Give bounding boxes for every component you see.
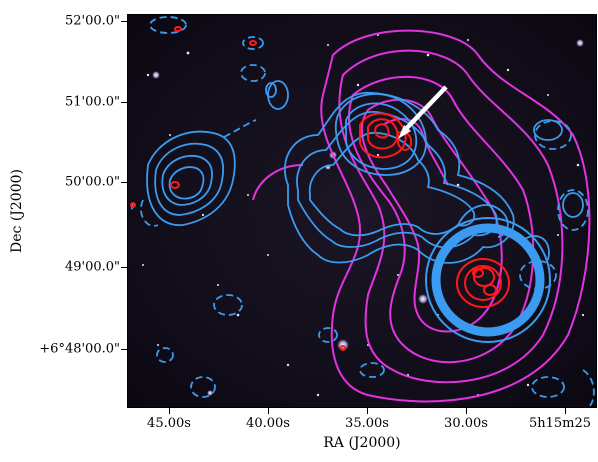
ytick-label: 49'00.0" xyxy=(64,259,120,275)
ytick-mark xyxy=(121,182,127,183)
optical-stars xyxy=(142,34,585,397)
ytick-mark xyxy=(121,21,127,22)
xtick-label: 30.00s xyxy=(444,416,488,431)
ytick-label: 52'00.0" xyxy=(64,13,120,29)
y-axis-label: Dec (J2000) xyxy=(9,169,25,253)
xtick-mark xyxy=(169,408,170,414)
xtick-mark xyxy=(367,408,368,414)
pointer-arrow xyxy=(398,85,448,139)
ytick-label: 51'00.0" xyxy=(64,94,120,110)
sky-image-panel xyxy=(127,14,597,408)
xtick-label: 5h15m25 xyxy=(528,416,592,431)
xtick-mark xyxy=(466,408,467,414)
ytick-mark xyxy=(121,349,127,350)
xtick-label: 40.00s xyxy=(246,416,290,431)
ytick-label: 50'00.0" xyxy=(64,174,120,190)
optical-background xyxy=(128,15,596,407)
optical-peak-contours xyxy=(130,26,510,351)
ytick-label: +6°48'00.0" xyxy=(39,341,120,357)
xtick-label: 35.00s xyxy=(345,416,389,431)
xtick-mark xyxy=(268,408,269,414)
ytick-mark xyxy=(121,267,127,268)
x-axis-label: RA (J2000) xyxy=(323,435,401,451)
xtick-label: 45.00s xyxy=(147,416,191,431)
xtick-mark xyxy=(565,408,566,414)
radio-contours xyxy=(146,80,584,343)
xray-contours xyxy=(252,29,591,403)
radio-contours-dashed xyxy=(130,16,595,407)
sky-image-svg xyxy=(128,15,596,407)
ytick-mark xyxy=(121,102,127,103)
